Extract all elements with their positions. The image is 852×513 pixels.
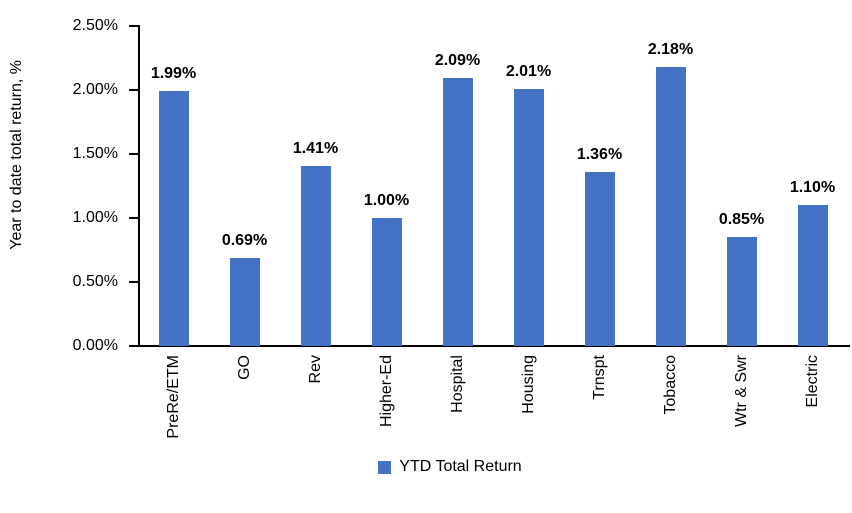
- bar: [371, 218, 402, 346]
- legend-label: YTD Total Return: [399, 458, 522, 475]
- category-slot: Wtr & Swr: [706, 355, 777, 427]
- category-label: Wtr & Swr: [732, 355, 750, 427]
- category-label: PreRe/ETM: [164, 355, 182, 439]
- bar: [300, 165, 331, 346]
- bar-value-label: 1.10%: [789, 179, 836, 197]
- y-tick-mark: [129, 345, 138, 347]
- category-slot: Higher-Ed: [351, 355, 422, 427]
- category-slot: PreRe/ETM: [138, 355, 209, 439]
- category-slot: Tobacco: [635, 355, 706, 415]
- category-label: Housing: [519, 355, 537, 414]
- y-tick-mark: [129, 281, 138, 283]
- bar-value-label: 2.18%: [647, 40, 694, 58]
- category-slot: Rev: [280, 355, 351, 383]
- legend: YTD Total Return: [24, 458, 852, 476]
- bar: [797, 205, 828, 346]
- y-tick-mark: [129, 89, 138, 91]
- plot-area: 0.00% 0.50% 1.00% 1.50% 2.00% 2.50% 1.99% 0.69…: [73, 17, 850, 439]
- y-axis-title: Year to date total return, %: [8, 60, 25, 250]
- y-tick-mark: [129, 153, 138, 155]
- y-tick-label: 0.50%: [72, 273, 118, 290]
- y-axis-line: [138, 25, 140, 347]
- category-label: Higher-Ed: [377, 355, 395, 428]
- category-slot: Housing: [493, 355, 564, 414]
- y-tick-label: 2.50%: [72, 17, 118, 34]
- category-label: Tobacco: [661, 355, 679, 415]
- y-tick-label: 1.50%: [72, 145, 118, 162]
- bar: [229, 257, 260, 346]
- y-tick-label: 2.00%: [72, 81, 118, 98]
- category-label: Electric: [803, 355, 821, 408]
- category-label: Hospital: [448, 355, 466, 413]
- bar: [158, 91, 189, 346]
- x-axis-line: [138, 345, 850, 347]
- category-slot: GO: [209, 355, 280, 380]
- category-slot: Trnspt: [564, 355, 635, 400]
- bar: [513, 88, 544, 346]
- bar: [442, 78, 473, 346]
- bar-value-label: 1.41%: [292, 139, 339, 157]
- bar-value-label: 0.85%: [718, 211, 765, 229]
- category-slot: Hospital: [422, 355, 493, 413]
- bar-value-label: 2.01%: [505, 62, 552, 80]
- bar-value-label: 1.00%: [363, 192, 410, 209]
- y-tick-mark: [129, 217, 138, 219]
- y-tick-mark: [129, 25, 138, 27]
- bar-value-label: 2.09%: [434, 52, 481, 70]
- bar-value-label: 1.36%: [576, 145, 623, 163]
- bar: [726, 237, 757, 346]
- y-tick-label: 0.00%: [72, 337, 118, 354]
- category-label: GO: [235, 355, 253, 380]
- y-tick-label: 1.00%: [72, 209, 118, 226]
- category-label: Trnspt: [590, 355, 608, 400]
- bar-value-label: 1.99%: [150, 65, 197, 83]
- bar-value-label: 0.69%: [221, 231, 268, 249]
- bar: [584, 171, 615, 346]
- bar: [655, 66, 686, 346]
- category-slot: Electric: [777, 355, 848, 407]
- category-label: Rev: [306, 355, 324, 384]
- legend-swatch: [378, 460, 392, 474]
